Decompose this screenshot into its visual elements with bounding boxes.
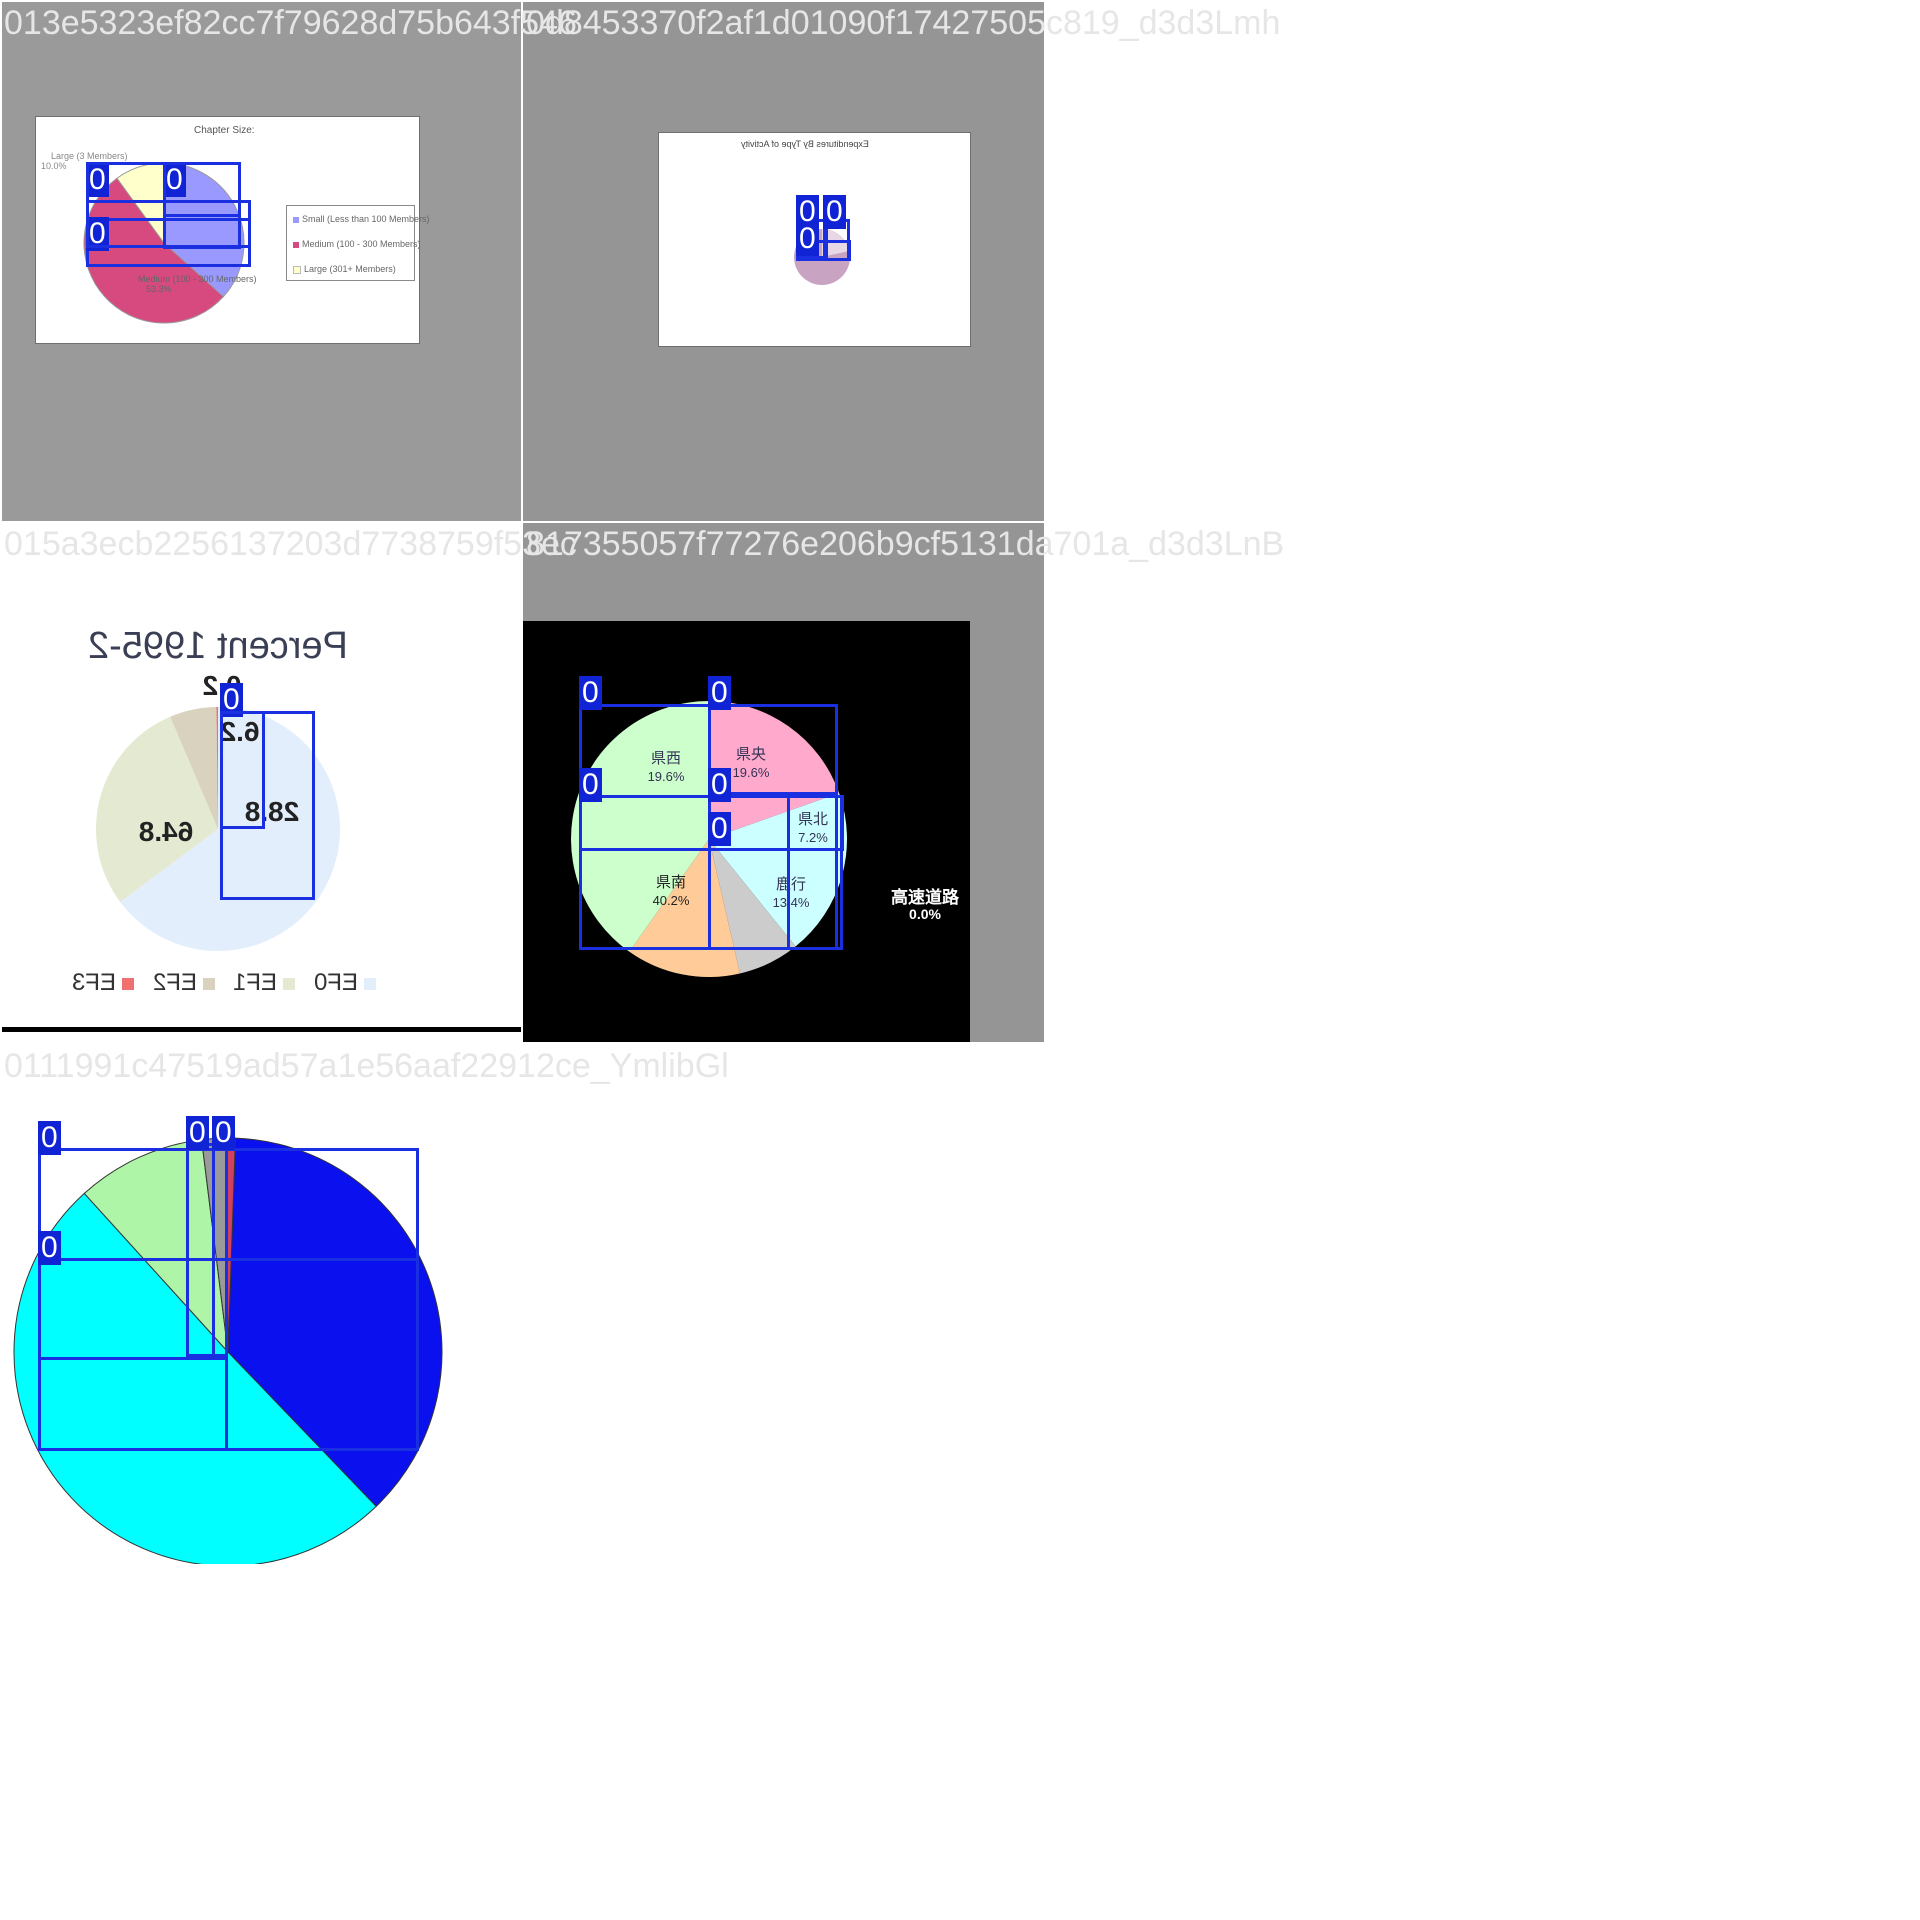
chart-title: Chapter Size: (194, 125, 255, 136)
data-label: 県西 (651, 750, 681, 767)
chart-card: Expenditures By Type of Activity (658, 132, 971, 347)
panel-percent: Percent 1995-2 64.8 28.8 6.2 0.2 EF3 EF2… (2, 523, 521, 1042)
data-label: 40.2% (653, 893, 690, 908)
legend-item: EF1 (233, 969, 307, 996)
pie-slice (629, 839, 740, 977)
pie-slice (96, 716, 218, 902)
pie-slice (227, 1137, 443, 1508)
data-label-ef0: 64.8 (139, 816, 194, 847)
slice-label-medium: Medium (100 - 300 Members) 53.3% (138, 274, 259, 294)
data-label-ef2: 6.2 (221, 716, 260, 747)
data-label: 19.6% (648, 769, 685, 784)
data-label-ef3: 0.2 (203, 670, 242, 701)
chart-legend: Small (Less than 100 Members) Medium (10… (286, 205, 430, 281)
panel-expenditures: Expenditures By Type of Activity (523, 2, 1044, 521)
legend-item: Small (Less than 100 Members) (293, 214, 430, 224)
tile-label: 015a3ecb2256137203d7738759f53ec (4, 525, 577, 563)
data-label: 県南 (656, 874, 686, 891)
pie-slice (709, 839, 796, 974)
data-label: 県北 (798, 811, 828, 828)
panel-blue-pie (2, 1045, 521, 1564)
pie-slice (571, 701, 709, 952)
data-label-ef1: 28.8 (245, 796, 300, 827)
pie-slice (83, 177, 225, 324)
pie-slice (120, 707, 341, 951)
tile-label: 0d8453370f2af1d01090f17427505c819_d3d3Lm… (526, 4, 1281, 42)
tile-label: 817355057f77276e206b9cf5131da701a_d3d3Ln… (526, 525, 1285, 563)
legend-item: EF3 (72, 969, 146, 996)
pie-chart (13, 1137, 443, 1564)
data-label: 鹿行 (776, 876, 806, 893)
panel-region-pie: 県西 19.6% 県央 19.6% 県北 7.2% 県南 40.2% 鹿行 13… (523, 523, 1044, 1042)
bottom-divider (2, 1027, 521, 1032)
data-label: 19.6% (733, 765, 770, 780)
pie-slice (709, 793, 847, 947)
chart-card: 県西 19.6% 県央 19.6% 県北 7.2% 県南 40.2% 鹿行 13… (523, 621, 970, 1042)
data-label: 7.2% (798, 830, 828, 845)
data-label: 県央 (736, 746, 766, 763)
pie-chart (794, 229, 850, 285)
pie-chart: 県西 19.6% 県央 19.6% 県北 7.2% 県南 40.2% 鹿行 13… (571, 701, 960, 977)
legend-item: Medium (100 - 300 Members) (293, 239, 421, 249)
tile-label: 0111991c47519ad57a1e56aaf22912ce_YmlibGl (4, 1047, 729, 1085)
data-label: 0.0% (909, 906, 941, 922)
pie-slice (13, 1192, 377, 1564)
pie-slice (216, 707, 218, 829)
pie-slice (170, 707, 218, 829)
legend-item: Large (301+ Members) (293, 264, 396, 274)
slice-label-large: Large (3 Members) 10.0% (41, 151, 130, 171)
pie-slice (709, 701, 840, 839)
chart-legend: EF3 EF2 EF1 EF0 (72, 969, 377, 997)
panel-chapter-size: Chapter Size: Large (3 Members) 10.0% Me… (2, 2, 521, 521)
pie-chart: 64.8 28.8 6.2 0.2 (96, 670, 341, 951)
legend-item: EF2 (153, 969, 227, 996)
legend-item: EF0 (314, 969, 377, 996)
data-label: 13.4% (773, 895, 810, 910)
data-label: 高速道路 (891, 887, 960, 907)
tile-label: 013e5323ef82cc7f79628d75b643f546 (4, 4, 577, 42)
chart-card: Chapter Size: Large (3 Members) 10.0% Me… (35, 116, 430, 344)
